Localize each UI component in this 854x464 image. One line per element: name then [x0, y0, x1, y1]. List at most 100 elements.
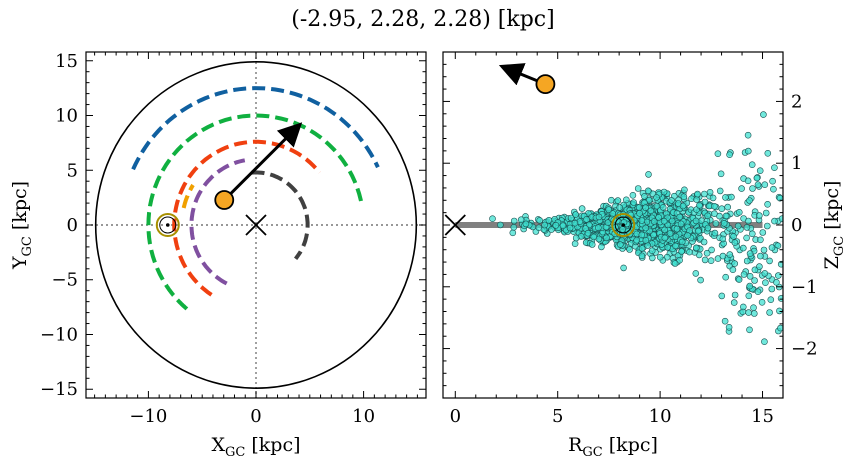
star-point	[677, 220, 685, 228]
star-point	[583, 216, 590, 223]
right-x-tick-label: 10	[649, 406, 672, 427]
star-point	[571, 240, 579, 247]
star-point	[743, 234, 750, 242]
star-point	[684, 232, 691, 239]
left-y-tick-label: −15	[40, 379, 78, 400]
star-point	[759, 229, 767, 236]
star-point	[716, 187, 724, 195]
star-point	[746, 282, 754, 290]
star-point	[711, 210, 718, 217]
star-point	[676, 256, 683, 264]
star-point	[739, 244, 747, 252]
left-x-tick-label: 0	[250, 406, 261, 427]
star-point	[724, 203, 732, 211]
left-panel-xy: −10 0 10 −15 −10 −5 0 5 10 15 XGC [kpc] YGC [kpc]	[9, 51, 427, 460]
star-point	[666, 230, 674, 237]
left-x-tick-label: 10	[352, 406, 375, 427]
star-point	[722, 194, 729, 201]
star-point	[676, 213, 684, 221]
star-point	[672, 233, 680, 240]
right-y-axis-label: ZGC [kpc]	[821, 181, 847, 270]
spiral-arm-4	[181, 183, 195, 209]
star-point	[731, 260, 739, 267]
star-point	[762, 209, 770, 217]
right-y-tick-label: 1	[791, 153, 802, 174]
star-point	[594, 224, 602, 231]
star-point	[642, 204, 649, 211]
star-point	[757, 236, 764, 244]
right-x-axis-label: RGC [kpc]	[568, 434, 658, 460]
star-point	[711, 203, 718, 210]
star-point	[650, 231, 657, 239]
star-point	[763, 222, 771, 230]
galactic-center-marker	[245, 214, 267, 236]
left-y-tick-label: −10	[40, 324, 78, 345]
star-point	[731, 291, 739, 299]
star-point	[681, 186, 688, 194]
star-point	[719, 252, 727, 260]
star-point	[653, 202, 661, 210]
star-point	[664, 244, 672, 251]
left-y-tick-label: 10	[55, 106, 78, 127]
star-point	[678, 238, 686, 246]
star-point	[571, 219, 579, 227]
star-point	[745, 292, 753, 300]
star-point	[644, 187, 652, 195]
star-point	[598, 243, 605, 251]
star-point	[692, 270, 700, 277]
star-point	[671, 260, 679, 267]
object-position-rz	[535, 74, 556, 95]
star-point	[740, 271, 748, 278]
star-point	[680, 193, 688, 200]
star-point	[767, 296, 775, 304]
star-point	[648, 247, 656, 254]
star-point	[766, 309, 773, 316]
star-point	[638, 231, 646, 239]
star-point	[761, 270, 769, 277]
star-point	[635, 204, 643, 211]
star-point	[541, 221, 548, 229]
star-point	[719, 235, 727, 243]
right-plot-area	[444, 63, 783, 346]
star-point	[750, 310, 758, 317]
spiral-arm-3	[172, 139, 322, 297]
star-point	[614, 197, 622, 204]
star-point	[693, 196, 700, 203]
star-point	[746, 250, 754, 257]
left-y-axis-label: YGC [kpc]	[9, 181, 35, 270]
star-point	[633, 236, 641, 244]
star-point	[642, 237, 650, 244]
star-point	[725, 323, 733, 331]
star-point	[756, 263, 763, 270]
right-y-tick-label: −2	[791, 339, 818, 360]
right-y-tick-label: 0	[791, 215, 802, 236]
left-x-tick-label: −10	[129, 406, 167, 427]
star-point	[700, 238, 708, 246]
star-point	[735, 276, 743, 283]
star-point	[766, 257, 773, 265]
star-point	[745, 309, 752, 316]
star-point	[776, 194, 783, 202]
star-point	[761, 181, 769, 188]
star-point	[660, 217, 668, 225]
star-point	[768, 244, 776, 251]
star-point	[510, 217, 518, 225]
sun-marker-ring-rz	[614, 216, 632, 234]
star-point	[731, 239, 739, 246]
star-point	[659, 204, 667, 211]
star-point	[588, 241, 596, 248]
star-point	[595, 213, 603, 221]
star-point	[730, 233, 737, 240]
star-point	[722, 212, 730, 220]
star-point	[686, 248, 693, 256]
star-point	[746, 272, 754, 280]
star-point	[728, 193, 735, 201]
star-point	[721, 317, 729, 325]
star-point	[734, 222, 742, 230]
star-point	[701, 190, 708, 198]
star-point	[746, 197, 753, 204]
sun-marker-dot-rz	[621, 223, 626, 227]
left-y-tick-label: −5	[51, 270, 78, 291]
star-point	[754, 181, 762, 188]
